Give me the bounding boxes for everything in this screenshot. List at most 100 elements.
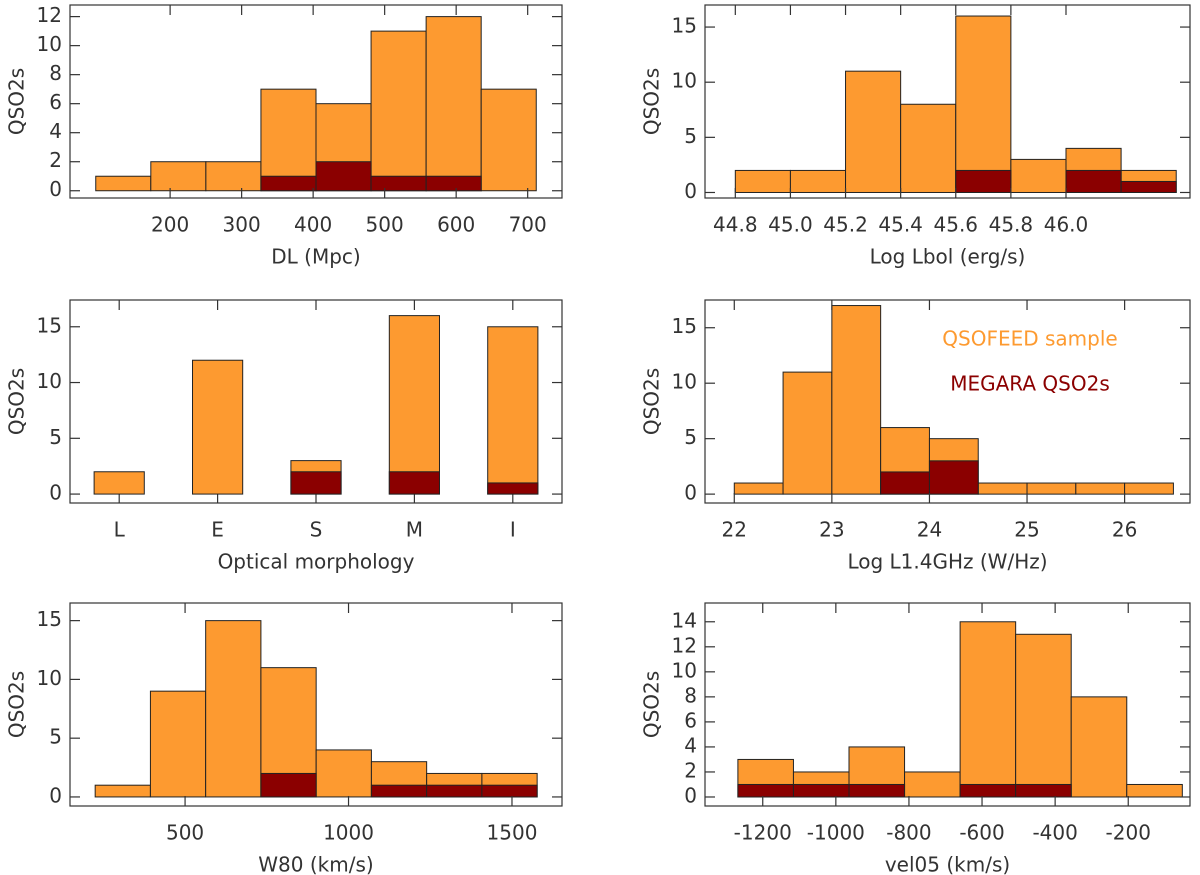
histogram-bar xyxy=(737,783,794,798)
y-tick-label: 0 xyxy=(684,179,697,203)
y-tick-label: 8 xyxy=(684,683,697,707)
histogram-bar xyxy=(1075,482,1126,495)
panel: 200 300 400 500 600 700 0 2 4 6 8 10 12 DL (Mpc) QSO2s xyxy=(5,3,563,269)
x-axis-label: DL (Mpc) xyxy=(271,245,360,269)
histogram-bar xyxy=(831,305,882,495)
y-tick-label: 10 xyxy=(37,32,62,56)
x-tick-label: 45.4 xyxy=(878,213,923,237)
histogram-bar xyxy=(425,175,482,192)
y-tick-label: 0 xyxy=(49,783,62,807)
histogram-bar xyxy=(789,169,847,193)
y-axis-label: QSO2s xyxy=(5,368,29,435)
bar xyxy=(487,326,539,495)
plot-frame xyxy=(69,299,563,504)
histogram-bar xyxy=(928,460,979,495)
histogram-bar xyxy=(955,169,1012,193)
x-tick-label: 45.8 xyxy=(989,213,1034,237)
x-tick-label: 46.0 xyxy=(1044,213,1089,237)
histogram-bar xyxy=(260,175,317,192)
y-tick-label: 10 xyxy=(37,369,62,393)
plot-frame xyxy=(69,602,563,807)
histogram-bar xyxy=(792,783,850,798)
plot-frame xyxy=(704,299,1191,504)
x-tick-label: 600 xyxy=(437,213,475,237)
x-tick-label: S xyxy=(310,518,323,542)
y-tick-label: 8 xyxy=(49,61,62,85)
y-tick-label: 2 xyxy=(684,758,697,782)
legend-entry: MEGARA QSO2s xyxy=(950,372,1110,396)
bar xyxy=(93,471,145,495)
x-tick-label: 400 xyxy=(294,213,332,237)
x-tick-label: -800 xyxy=(886,821,931,845)
y-axis-label: QSO2s xyxy=(640,368,664,435)
x-axis-label: Log Lbol (erg/s) xyxy=(870,245,1026,269)
panel: 500 1000 1500 0 5 10 15 W80 (km/s) QSO2s xyxy=(5,602,563,875)
histogram-bar xyxy=(904,771,961,798)
x-tick-label: -1000 xyxy=(807,821,865,845)
y-tick-label: 0 xyxy=(49,177,62,201)
x-tick-label: 500 xyxy=(366,213,404,237)
histogram-bar xyxy=(426,784,483,798)
histogram-bar xyxy=(480,88,537,192)
x-tick-label: M xyxy=(406,518,423,542)
x-tick-label: L xyxy=(114,518,126,542)
x-tick-label: -600 xyxy=(959,821,1004,845)
y-tick-label: 12 xyxy=(672,633,697,657)
bar xyxy=(192,359,244,495)
y-axis-label: QSO2s xyxy=(5,68,29,135)
histogram-bar xyxy=(149,690,207,798)
bar xyxy=(388,471,440,495)
y-tick-label: 15 xyxy=(37,313,62,337)
histogram-bar xyxy=(1026,482,1077,495)
x-tick-label: 500 xyxy=(166,821,204,845)
y-tick-label: 6 xyxy=(49,90,62,114)
y-tick-label: 4 xyxy=(49,119,62,143)
histogram-bar xyxy=(260,772,317,798)
bar xyxy=(290,471,342,495)
x-axis-label: W80 (km/s) xyxy=(258,853,373,875)
y-tick-label: 4 xyxy=(684,733,697,757)
x-tick-label: -200 xyxy=(1106,821,1151,845)
y-tick-label: 0 xyxy=(49,481,62,505)
x-tick-label: 45.2 xyxy=(823,213,868,237)
histogram-bar xyxy=(1010,158,1067,193)
x-tick-label: 45.6 xyxy=(934,213,979,237)
histogram-bar xyxy=(205,620,262,798)
legend-entry: QSOFEED sample xyxy=(942,327,1117,351)
histogram-bar xyxy=(734,169,791,193)
x-axis-label: Optical morphology xyxy=(218,550,415,574)
panel: L E S M I 0 5 10 15 Optical morphology QSO2s xyxy=(5,299,563,574)
histogram-bar xyxy=(205,161,262,192)
histogram-bar xyxy=(900,103,957,193)
x-tick-label: E xyxy=(211,518,224,542)
y-tick-label: 10 xyxy=(672,69,697,93)
histogram-bar xyxy=(1070,696,1128,798)
histogram-bar xyxy=(959,783,1017,798)
x-axis-label: vel05 (km/s) xyxy=(885,853,1010,875)
histogram-bar xyxy=(848,783,906,798)
plot-frame xyxy=(704,4,1191,199)
x-tick-label: -400 xyxy=(1032,821,1077,845)
histogram-bar xyxy=(370,175,427,192)
x-tick-label: 1000 xyxy=(323,821,374,845)
x-tick-label: 23 xyxy=(819,518,844,542)
y-tick-label: 10 xyxy=(672,658,697,682)
x-tick-label: 26 xyxy=(1112,518,1137,542)
histogram-bar xyxy=(1015,633,1072,798)
y-tick-label: 5 xyxy=(49,725,62,749)
histogram-bar xyxy=(481,784,538,798)
histogram-bar xyxy=(150,161,207,192)
histogram-bar xyxy=(94,784,151,798)
histogram-bar xyxy=(782,371,833,495)
histogram-bar xyxy=(315,749,372,798)
histogram-bar xyxy=(1120,180,1177,193)
x-tick-label: 45.0 xyxy=(768,213,813,237)
y-tick-label: 0 xyxy=(684,783,697,807)
bar xyxy=(388,315,440,495)
y-tick-label: 0 xyxy=(684,481,697,505)
histogram-bar xyxy=(959,621,1017,798)
plot-frame xyxy=(704,602,1191,807)
y-axis-label: QSO2s xyxy=(5,671,29,738)
